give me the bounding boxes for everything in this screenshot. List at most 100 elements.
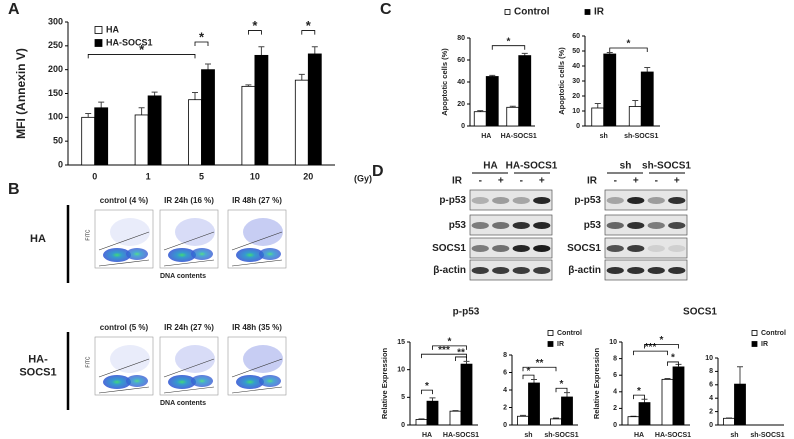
significance-label: ** bbox=[536, 358, 544, 369]
blot-strip bbox=[604, 259, 688, 281]
bar bbox=[550, 418, 562, 426]
flow-panel-title: IR 48h (35 %) bbox=[232, 323, 282, 332]
x-tick-label: sh-SOCS1 bbox=[750, 432, 784, 439]
row-label: SOCS1 bbox=[19, 366, 56, 378]
blot-row-label: SOCS1 bbox=[432, 243, 466, 254]
blot-band bbox=[668, 197, 686, 204]
flow-cloud bbox=[103, 375, 131, 389]
bar bbox=[415, 419, 428, 426]
blot-band bbox=[647, 245, 665, 252]
y-tick-label: 60 bbox=[572, 33, 580, 40]
flow-gate bbox=[98, 358, 150, 394]
bar bbox=[294, 79, 309, 166]
legend-swatch bbox=[751, 330, 758, 336]
significance-label: ** bbox=[457, 348, 465, 359]
y-tick-label: 40 bbox=[572, 63, 580, 70]
significance-label: * bbox=[448, 337, 452, 348]
blot-band bbox=[533, 267, 551, 274]
significance-label: * bbox=[637, 386, 641, 397]
x-tick-label: HA bbox=[481, 133, 491, 140]
y-tick-label: 10 bbox=[397, 367, 405, 374]
bar bbox=[518, 55, 532, 127]
significance-bracket bbox=[609, 47, 648, 52]
x-tick-label: sh-SOCS1 bbox=[544, 432, 578, 439]
row-label: HA- bbox=[28, 353, 48, 365]
significance-label: * bbox=[660, 335, 664, 346]
blot-strip bbox=[604, 189, 688, 211]
panel-label: B bbox=[8, 181, 20, 198]
legend-swatch bbox=[584, 9, 591, 15]
blot-strip bbox=[604, 214, 688, 236]
legend-label: Control bbox=[761, 330, 786, 337]
bar bbox=[426, 400, 439, 426]
significance-bracket bbox=[248, 30, 262, 35]
flow-panel-title: control (4 %) bbox=[100, 196, 149, 205]
flow-gate bbox=[98, 231, 150, 267]
significance-label: * bbox=[507, 36, 511, 47]
significance-bracket bbox=[421, 353, 467, 359]
bar bbox=[591, 107, 605, 127]
y-tick-label: 6 bbox=[709, 382, 713, 389]
blot-band bbox=[668, 267, 686, 274]
x-tick-label: HA-SOCS1 bbox=[655, 432, 691, 439]
bar bbox=[528, 382, 540, 426]
blot-band bbox=[471, 267, 489, 274]
bar bbox=[661, 378, 674, 426]
significance-label: * bbox=[627, 39, 631, 50]
significance-bracket bbox=[667, 361, 679, 366]
y-tick-label: 8 bbox=[613, 355, 617, 362]
significance-label: * bbox=[199, 29, 205, 44]
flow-y-label: FITC bbox=[85, 356, 91, 367]
flow-cloud bbox=[259, 375, 281, 387]
significance-label: * bbox=[671, 353, 675, 364]
y-axis-label: Relative Expression bbox=[592, 347, 601, 419]
y-tick-label: 4 bbox=[613, 389, 617, 396]
x-tick-label: 5 bbox=[199, 171, 204, 181]
legend-swatch bbox=[547, 330, 554, 336]
legend-label: HA bbox=[106, 24, 119, 34]
legend-label: IR bbox=[594, 7, 605, 18]
blot-band bbox=[533, 245, 551, 252]
y-tick-label: 200 bbox=[48, 64, 63, 74]
blot-band bbox=[668, 222, 686, 229]
x-tick-label: 10 bbox=[250, 171, 260, 181]
x-tick-label: 20 bbox=[303, 171, 313, 181]
flow-cloud bbox=[126, 375, 148, 387]
lane-label: - bbox=[655, 176, 658, 187]
bar bbox=[241, 85, 256, 166]
bar bbox=[603, 53, 617, 127]
bar bbox=[81, 116, 96, 166]
y-tick-label: 50 bbox=[572, 48, 580, 55]
blot-group: HA bbox=[483, 161, 497, 172]
lane-label: + bbox=[498, 176, 504, 187]
flow-panel-title: control (5 %) bbox=[100, 323, 149, 332]
y-tick-label: 250 bbox=[48, 40, 63, 50]
y-tick-label: 2 bbox=[613, 405, 617, 412]
y-tick-label: 20 bbox=[457, 101, 465, 108]
y-tick-label: 0 bbox=[58, 159, 63, 169]
blot-strip bbox=[469, 189, 553, 211]
significance-label: * bbox=[425, 381, 429, 392]
blot-band bbox=[492, 267, 510, 274]
y-tick-label: 0 bbox=[401, 422, 405, 429]
significance-bracket bbox=[194, 41, 209, 47]
significance-label: * bbox=[527, 366, 531, 377]
blot-band bbox=[471, 222, 489, 229]
y-tick-label: 6 bbox=[613, 372, 617, 379]
flow-cloud bbox=[191, 375, 213, 387]
y-tick-label: 8 bbox=[709, 368, 713, 375]
bar bbox=[485, 76, 499, 127]
panel-label: A bbox=[8, 1, 20, 18]
chart-title: SOCS1 bbox=[683, 307, 717, 318]
lane-label: + bbox=[633, 176, 639, 187]
blot-band bbox=[647, 222, 665, 229]
y-axis-label: Apoptotic cells (%) bbox=[557, 47, 566, 115]
blot-strip bbox=[469, 214, 553, 236]
flow-y-label: FITC bbox=[85, 229, 91, 240]
y-tick-label: 80 bbox=[457, 35, 465, 42]
panel-label: D bbox=[372, 163, 384, 180]
flow-cloud bbox=[236, 248, 264, 262]
bar bbox=[201, 69, 215, 166]
y-tick-label: 4 bbox=[503, 387, 507, 394]
x-tick-label: HA-SOCS1 bbox=[501, 133, 537, 140]
